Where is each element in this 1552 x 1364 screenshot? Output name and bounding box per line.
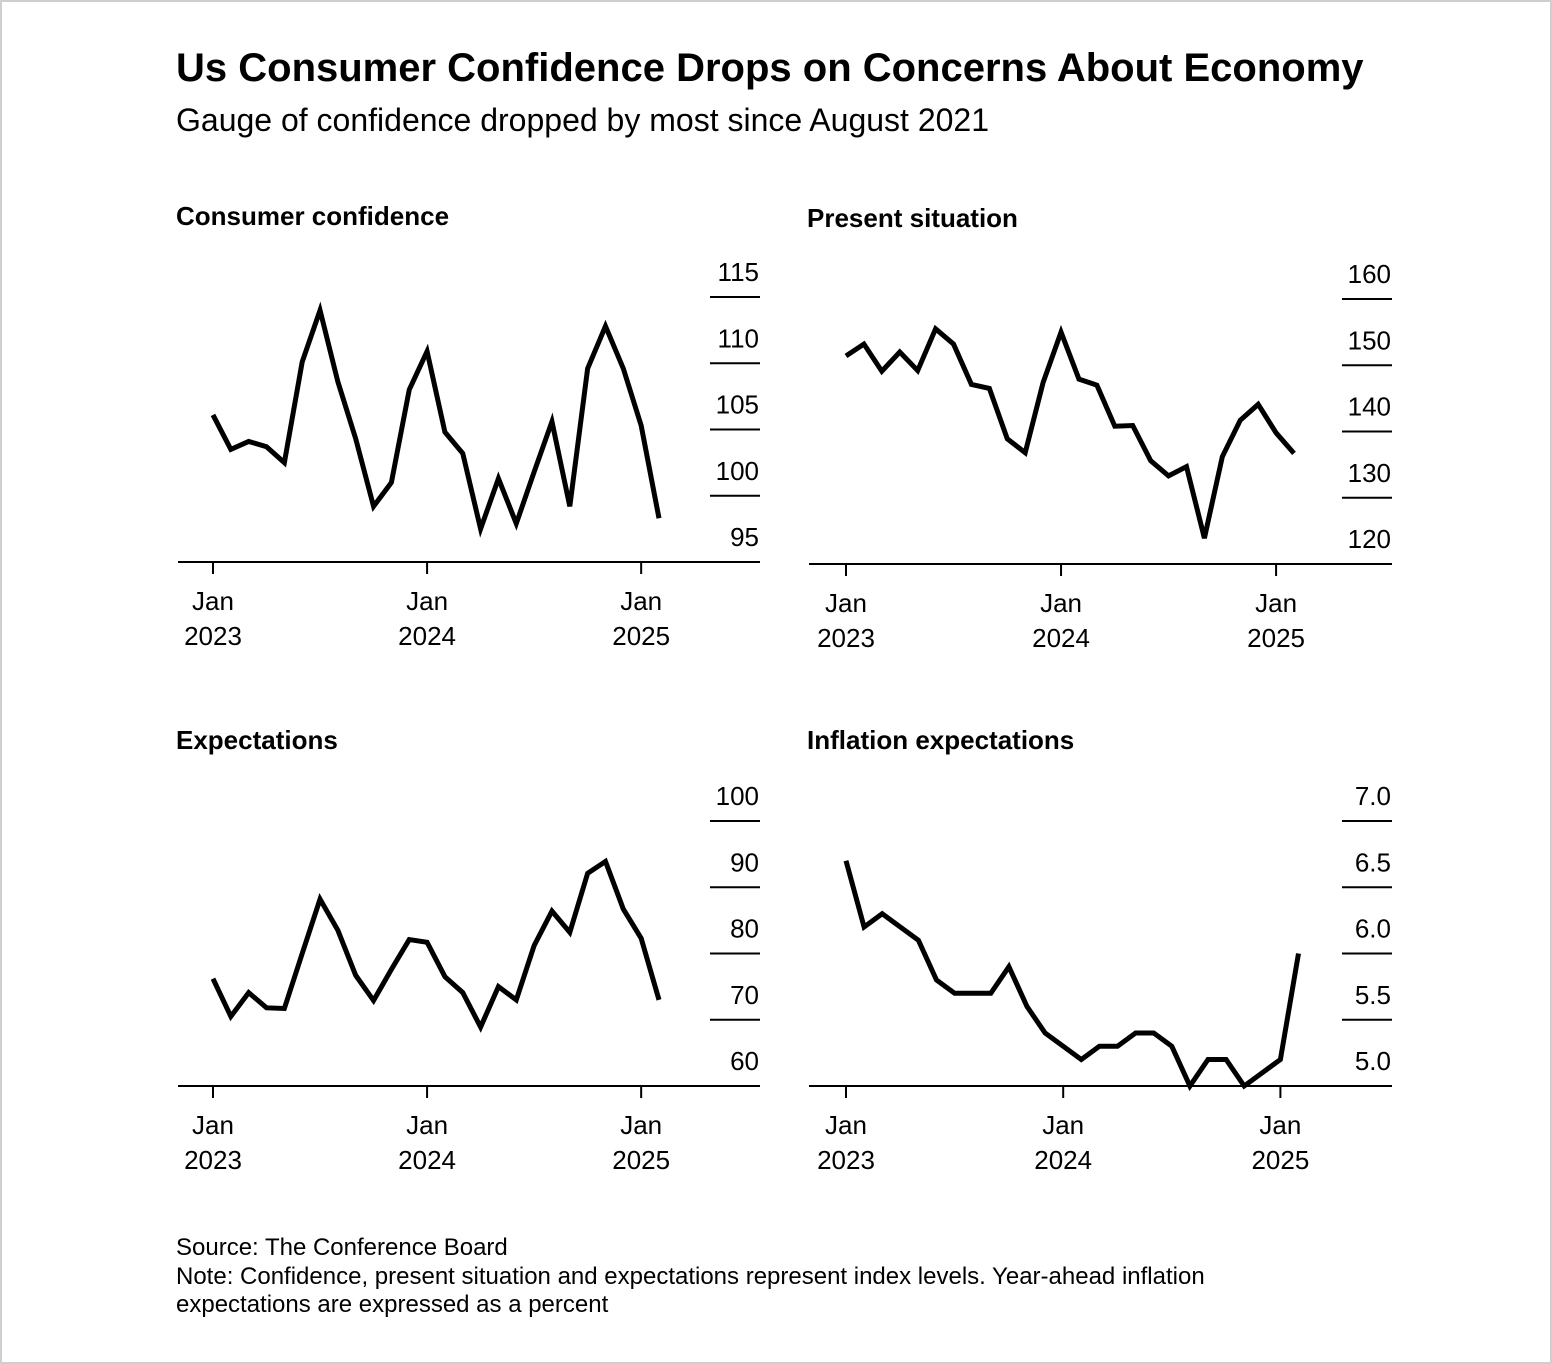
y-tick-label: 160 (1348, 259, 1391, 289)
y-tick-label: 115 (718, 257, 759, 287)
x-tick-label: Jan 2024 (398, 1110, 456, 1175)
y-tick-label: 6.0 (1355, 914, 1391, 944)
y-tick-label: 60 (730, 1046, 759, 1076)
x-tick-label: Jan 2025 (1251, 1110, 1310, 1175)
figure-title: Us Consumer Confidence Drops on Concerns… (176, 46, 1364, 90)
note: Note: Confidence, present situation and … (176, 1263, 1205, 1318)
x-tick-label: Jan 2023 (184, 586, 242, 651)
y-tick-label: 100 (716, 456, 759, 486)
panel-title: Consumer confidence (176, 201, 449, 231)
x-tick-label: Jan 2025 (612, 586, 671, 651)
source: Source: The Conference Board (176, 1234, 508, 1261)
y-tick-label: 100 (716, 781, 759, 811)
y-tick-label: 80 (730, 914, 759, 944)
figure-subtitle: Gauge of confidence dropped by most sinc… (176, 102, 989, 138)
y-tick-label: 130 (1348, 458, 1391, 488)
y-tick-label: 5.0 (1355, 1046, 1391, 1076)
x-tick-label: Jan 2023 (184, 1110, 242, 1175)
y-tick-label: 120 (1348, 524, 1391, 554)
data-line (844, 324, 1296, 539)
y-tick-label: 90 (730, 847, 759, 877)
y-tick-label: 6.5 (1355, 847, 1391, 877)
x-tick-label: Jan 2025 (1247, 588, 1305, 653)
x-tick-label: Jan 2024 (1034, 1110, 1093, 1175)
y-tick-label: 105 (716, 390, 759, 420)
y-tick-label: 5.5 (1355, 980, 1391, 1010)
x-tick-label: Jan 2024 (1032, 588, 1090, 653)
y-tick-label: 150 (1348, 325, 1391, 355)
y-tick-label: 7.0 (1355, 781, 1391, 811)
x-tick-label: Jan 2024 (398, 586, 456, 651)
panel-title: Present situation (807, 203, 1018, 233)
y-tick-label: 110 (718, 323, 759, 353)
x-tick-label: Jan 2023 (817, 1110, 875, 1175)
data-line (843, 860, 1301, 1092)
data-line (210, 301, 662, 538)
panel-title: Inflation expectations (807, 725, 1074, 755)
y-tick-label: 95 (730, 522, 759, 552)
y-tick-label: 70 (730, 980, 759, 1010)
x-tick-label: Jan 2025 (612, 1110, 671, 1175)
y-tick-label: 140 (1348, 392, 1391, 422)
data-line (210, 857, 662, 1033)
x-tick-label: Jan 2023 (817, 588, 875, 653)
panel-title: Expectations (176, 725, 338, 755)
